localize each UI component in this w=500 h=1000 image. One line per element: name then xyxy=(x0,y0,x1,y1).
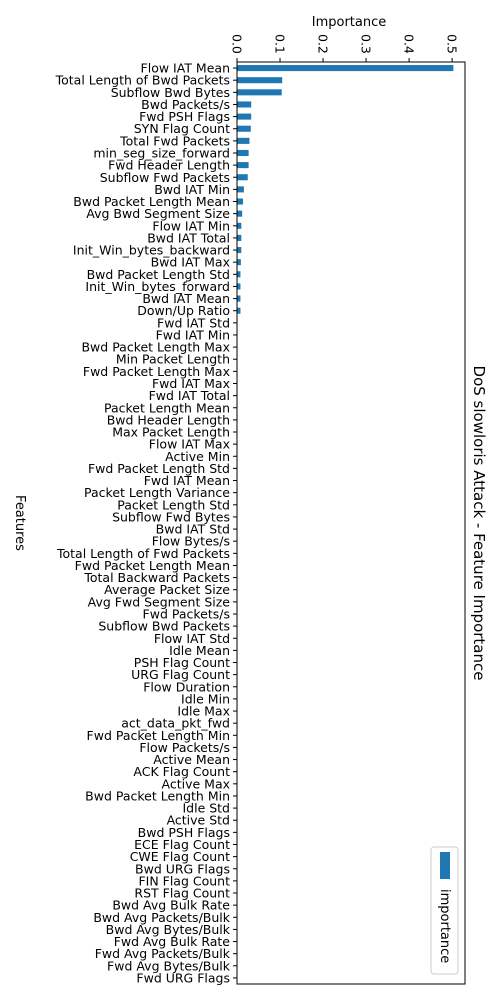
legend-swatch xyxy=(440,852,450,879)
plot-area-frame xyxy=(237,62,465,984)
bar xyxy=(237,101,251,107)
legend-label: importance xyxy=(437,889,452,963)
bar xyxy=(237,296,240,302)
x-axis-ticks: 0.0 0.1 0.2 0.3 0.4 0.5 xyxy=(230,34,460,62)
bar xyxy=(237,283,240,289)
bar xyxy=(237,211,242,217)
x-tick-label: 0.3 xyxy=(359,34,374,54)
y-tick-label: Fwd URG Flags xyxy=(136,970,230,985)
chart-title: DoS slowloris Attack - Feature Importanc… xyxy=(470,366,488,681)
bar xyxy=(237,89,282,95)
bar xyxy=(237,126,251,132)
bar xyxy=(237,247,241,253)
bar xyxy=(237,162,249,168)
bar xyxy=(237,150,249,156)
bar xyxy=(237,308,240,314)
bar xyxy=(237,77,282,83)
bar xyxy=(237,138,249,144)
x-tick-label: 0.4 xyxy=(402,34,417,54)
x-tick-label: 0.5 xyxy=(445,34,460,54)
bar xyxy=(237,174,248,180)
x-axis-label: Importance xyxy=(312,15,387,30)
bar-series xyxy=(237,65,453,641)
bar xyxy=(237,186,244,192)
bar xyxy=(237,198,243,204)
bar xyxy=(237,114,251,120)
bar xyxy=(237,65,453,71)
bar xyxy=(237,223,241,229)
bar xyxy=(237,235,241,241)
legend: importance xyxy=(431,847,458,974)
y-axis-label: Features xyxy=(12,495,27,551)
x-tick-label: 0.1 xyxy=(273,34,288,54)
bar xyxy=(237,271,240,277)
bar xyxy=(237,259,241,265)
x-tick-label: 0.2 xyxy=(316,34,331,54)
x-tick-label: 0.0 xyxy=(230,34,245,54)
